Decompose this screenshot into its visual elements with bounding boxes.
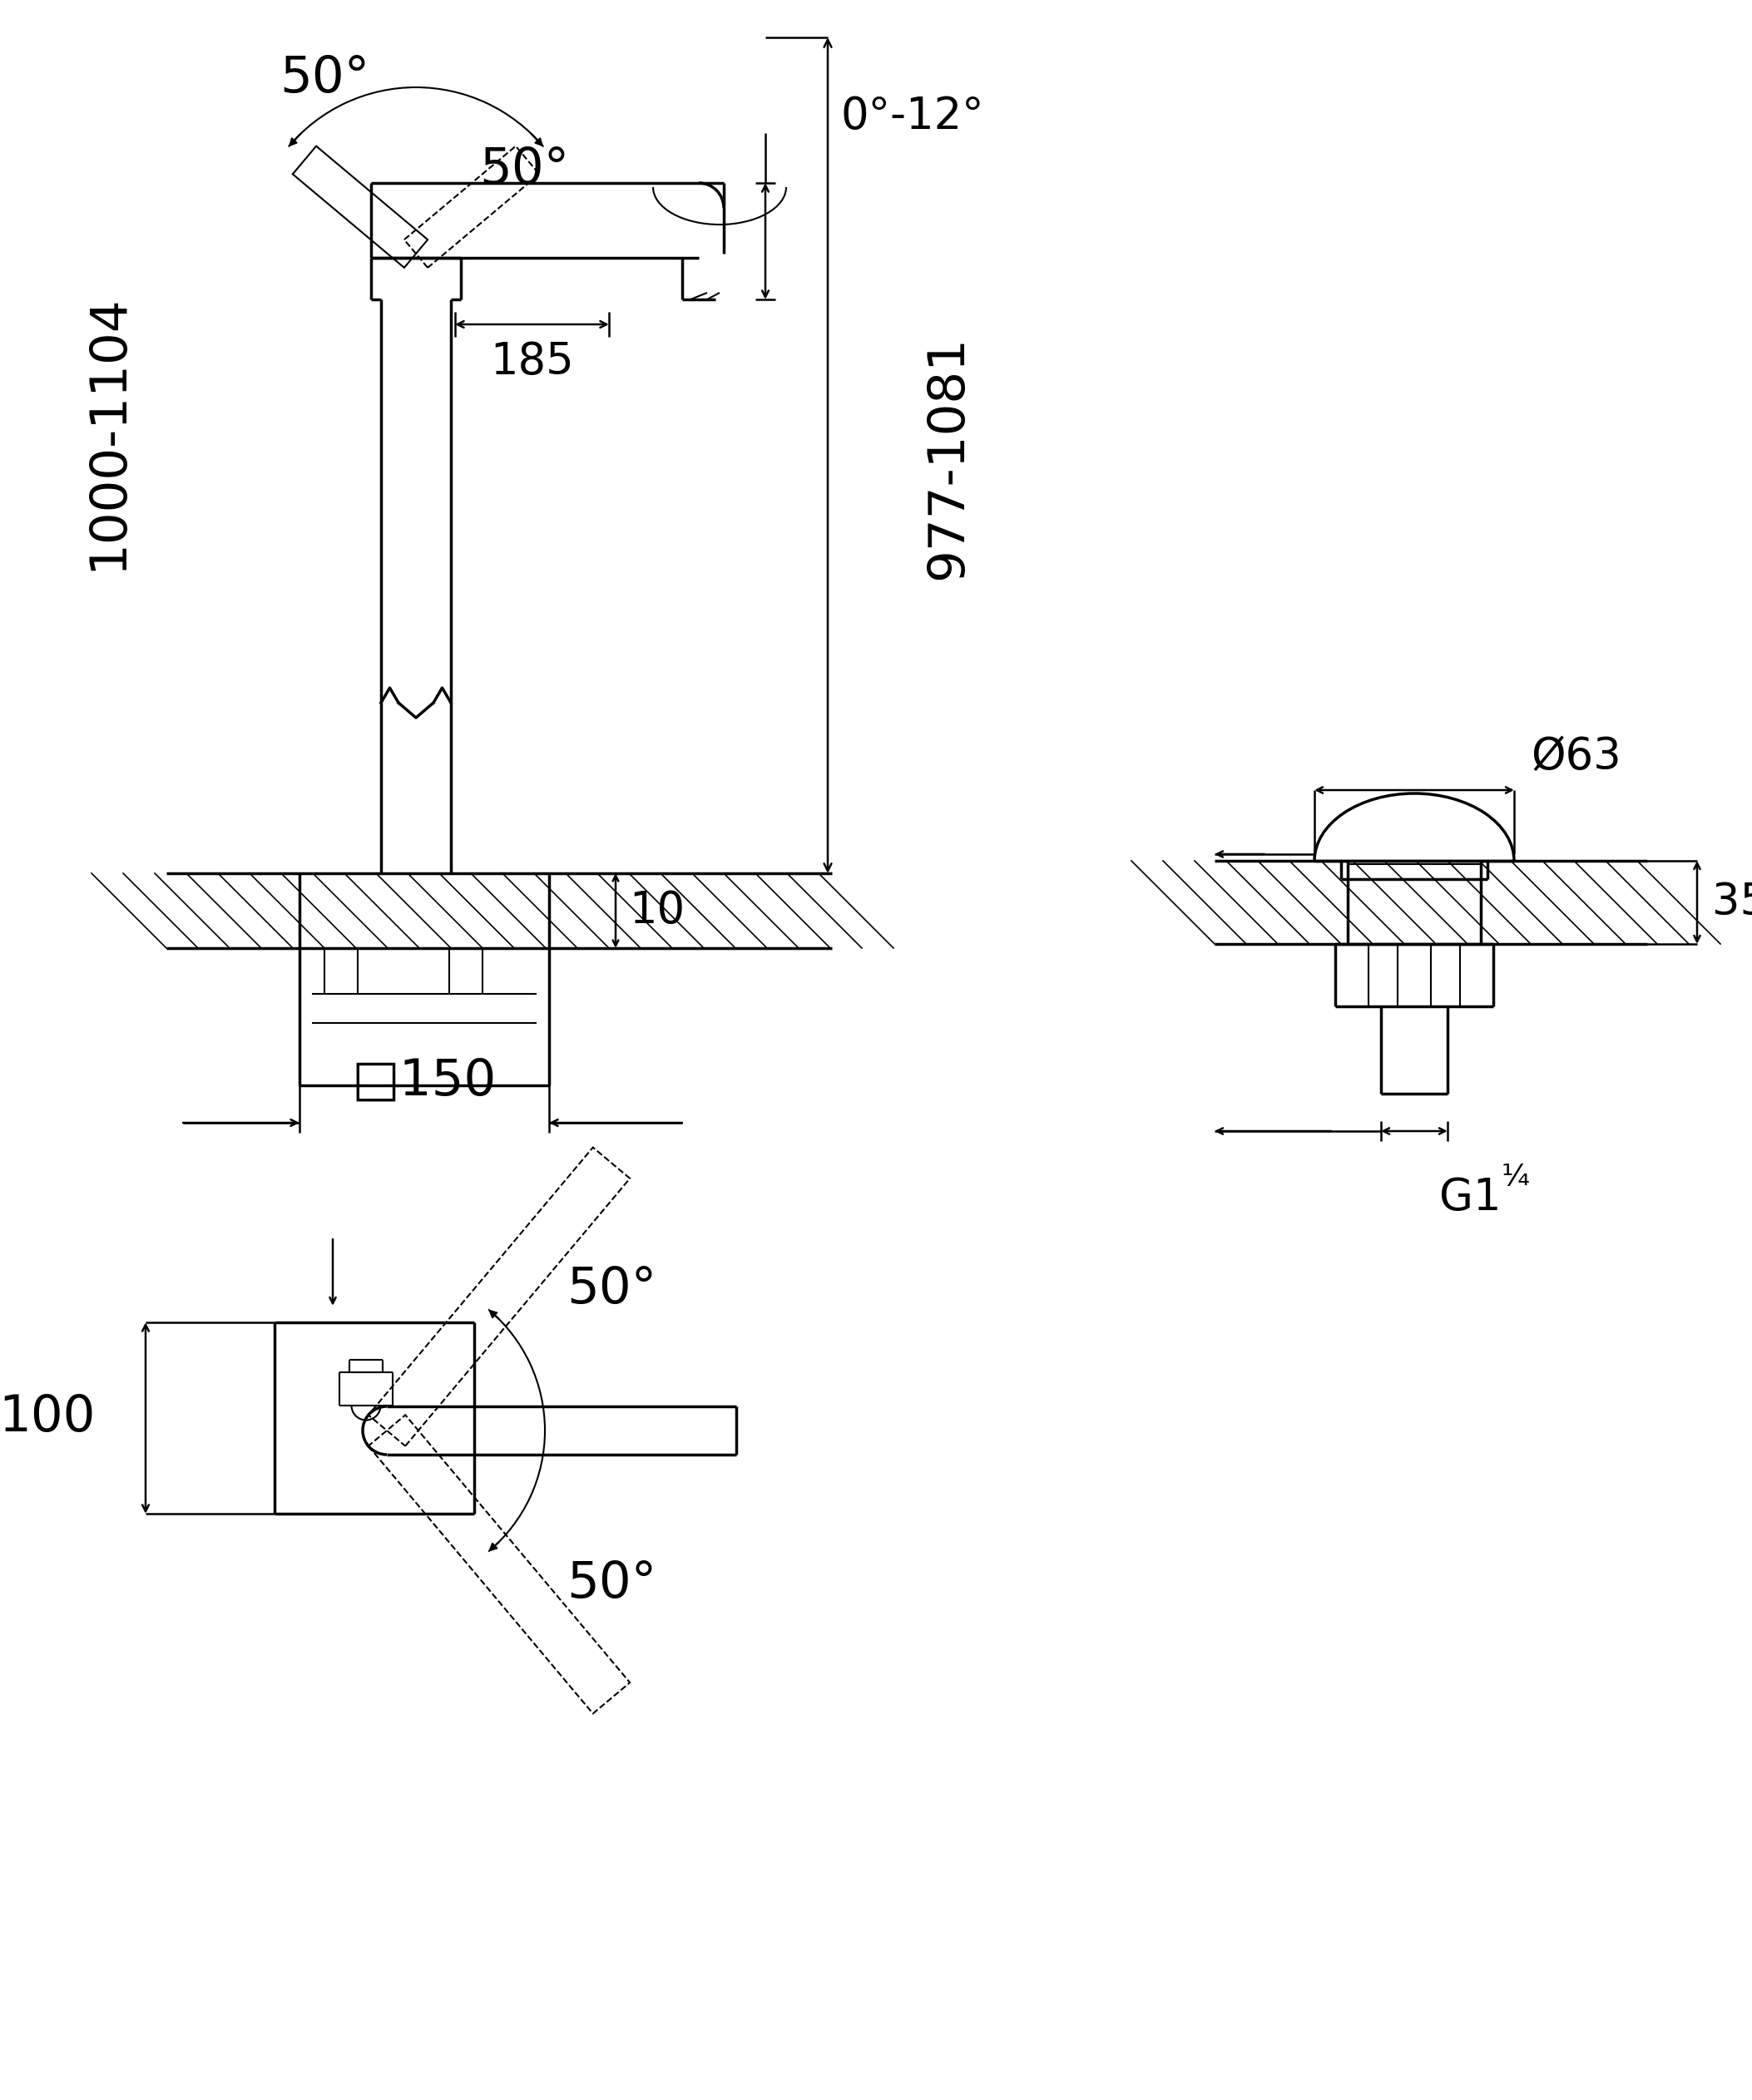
Text: 977-1081: 977-1081	[923, 336, 972, 580]
Text: 10: 10	[629, 888, 685, 932]
Text: 0°-12°: 0°-12°	[841, 94, 983, 139]
Text: 50°: 50°	[566, 1264, 657, 1315]
Text: 50°: 50°	[566, 1560, 657, 1609]
Text: ¹⁄₄: ¹⁄₄	[1501, 1163, 1531, 1191]
Text: 50°: 50°	[478, 147, 569, 195]
Text: 1000-1104: 1000-1104	[84, 294, 133, 571]
Text: □150: □150	[352, 1056, 498, 1107]
Text: 185: 185	[491, 340, 575, 384]
Text: G1: G1	[1438, 1176, 1501, 1220]
Text: 100: 100	[0, 1394, 96, 1443]
Text: 50°: 50°	[279, 55, 370, 103]
Text: 35-45: 35-45	[1712, 880, 1752, 924]
Text: Ø63: Ø63	[1531, 735, 1621, 779]
